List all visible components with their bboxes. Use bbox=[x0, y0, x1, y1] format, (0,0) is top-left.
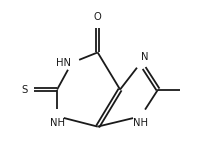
Text: NH: NH bbox=[50, 118, 65, 128]
Text: HN: HN bbox=[56, 58, 71, 68]
Text: S: S bbox=[22, 85, 28, 95]
Text: NH: NH bbox=[133, 118, 148, 128]
Text: N: N bbox=[141, 52, 149, 62]
Text: O: O bbox=[94, 12, 102, 22]
